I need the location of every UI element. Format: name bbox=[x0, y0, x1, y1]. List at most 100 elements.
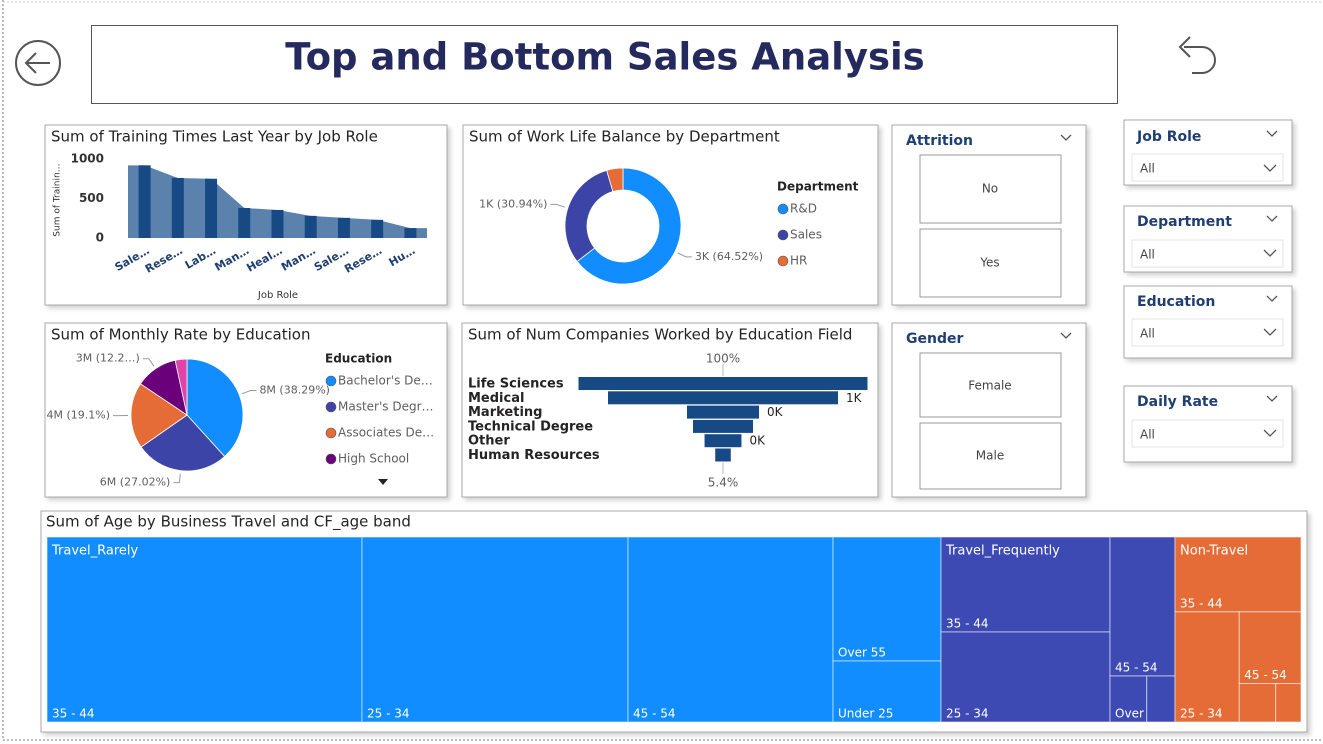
leader-line bbox=[550, 203, 566, 208]
slicer-item[interactable] bbox=[919, 154, 1062, 224]
slicer-item-label[interactable]: No bbox=[982, 182, 998, 196]
group-label: Travel_Rarely bbox=[51, 544, 139, 559]
dropdown[interactable] bbox=[1131, 419, 1284, 448]
slicer-item-label[interactable]: Female bbox=[968, 379, 1011, 393]
chevron[interactable] bbox=[1263, 164, 1277, 172]
cell-label: Under 25 bbox=[838, 707, 893, 721]
chevron[interactable] bbox=[1266, 215, 1278, 222]
cell-label: 45 - 54 bbox=[1244, 668, 1287, 682]
legend-marker bbox=[325, 401, 337, 413]
legend-title: Education bbox=[325, 352, 392, 366]
slice bbox=[174, 358, 188, 416]
legend-label: High School bbox=[338, 452, 409, 466]
bar bbox=[205, 178, 218, 238]
legend-label: Bachelor's De… bbox=[338, 374, 433, 388]
treemap-cell bbox=[1146, 675, 1176, 723]
dropdown-value[interactable]: All bbox=[1140, 428, 1155, 442]
bar bbox=[371, 219, 384, 238]
dropdown[interactable] bbox=[1131, 239, 1284, 268]
value-label: 1K (30.94%) bbox=[479, 197, 547, 210]
slicer-item[interactable] bbox=[919, 228, 1062, 298]
chevron[interactable] bbox=[1060, 134, 1072, 141]
legend-marker bbox=[777, 229, 789, 241]
slicer-item[interactable] bbox=[919, 352, 1062, 418]
legend-label: R&D bbox=[790, 202, 817, 216]
group-label: Non-Travel bbox=[1180, 544, 1248, 559]
chart-title: Sum of Num Companies Worked by Education… bbox=[468, 326, 852, 344]
leader-line bbox=[142, 358, 155, 367]
chart-title: Sum of Training Times Last Year by Job R… bbox=[51, 128, 378, 146]
leader-line bbox=[677, 252, 692, 258]
category-label: Marketing bbox=[468, 405, 542, 420]
dropdown[interactable] bbox=[1131, 318, 1284, 347]
category-label: Life Sciences bbox=[468, 377, 564, 392]
treemap-cell bbox=[1109, 536, 1176, 677]
y-tick-label: 1000 bbox=[71, 152, 104, 166]
legend-marker bbox=[325, 453, 337, 465]
treemap-cell bbox=[1109, 675, 1148, 723]
title-box bbox=[91, 25, 1118, 104]
value-label: 100% bbox=[706, 352, 740, 366]
chevron[interactable] bbox=[1263, 429, 1277, 437]
chart-title: Sum of Monthly Rate by Education bbox=[51, 326, 310, 344]
treemap-cell bbox=[1174, 536, 1302, 613]
value-label: 8M (38.29%) bbox=[259, 384, 330, 397]
chevron[interactable] bbox=[1263, 328, 1277, 336]
back-button[interactable] bbox=[15, 40, 61, 86]
leader-line bbox=[241, 390, 257, 395]
legend-more[interactable] bbox=[378, 479, 388, 485]
chevron[interactable] bbox=[1263, 249, 1277, 257]
dropdown-title: Education bbox=[1137, 294, 1215, 310]
cell-label: 25 - 34 bbox=[367, 707, 410, 721]
treemap-cell bbox=[832, 536, 942, 662]
value-label: 0K bbox=[749, 434, 766, 448]
treemap-cell bbox=[1238, 683, 1277, 723]
treemap-cell bbox=[361, 536, 629, 723]
dropdown-value[interactable]: All bbox=[1140, 162, 1155, 176]
funnel-bar bbox=[608, 391, 838, 405]
value-label: 1K bbox=[846, 391, 863, 405]
value-label: 6M (27.02%) bbox=[100, 476, 171, 489]
value-label: 0K bbox=[767, 405, 784, 419]
dropdown-value[interactable]: All bbox=[1140, 248, 1155, 262]
dropdown-title: Department bbox=[1137, 214, 1232, 230]
group-label: Travel_Frequently bbox=[945, 544, 1060, 559]
slice bbox=[130, 383, 188, 448]
category-label: Human Resources bbox=[468, 448, 600, 463]
legend-marker bbox=[777, 203, 789, 215]
slicer-item[interactable] bbox=[919, 422, 1062, 490]
cell-label: 25 - 34 bbox=[1180, 707, 1223, 721]
bar bbox=[138, 165, 151, 238]
leader-line bbox=[173, 473, 181, 484]
dropdown[interactable] bbox=[1131, 153, 1284, 182]
legend-marker bbox=[777, 255, 789, 267]
chevron[interactable] bbox=[1266, 295, 1278, 302]
panel bbox=[461, 322, 879, 498]
treemap-cell bbox=[46, 536, 363, 723]
chevron[interactable] bbox=[1266, 395, 1278, 402]
treemap-cell bbox=[1238, 611, 1302, 685]
x-axis-label: Job Role bbox=[257, 290, 298, 301]
category-label: Technical Degree bbox=[468, 419, 593, 434]
slicer-item-label[interactable]: Male bbox=[976, 449, 1004, 463]
bar bbox=[404, 228, 417, 238]
slicer-item-label[interactable]: Yes bbox=[979, 256, 999, 270]
cell-label: 35 - 44 bbox=[52, 707, 95, 721]
chevron[interactable] bbox=[1060, 332, 1072, 339]
legend-title: Department bbox=[777, 180, 859, 194]
chevron[interactable] bbox=[1266, 130, 1278, 137]
area bbox=[128, 165, 427, 238]
treemap-cell bbox=[1275, 683, 1302, 723]
cell-label: Over 55 bbox=[838, 646, 886, 660]
legend-label: HR bbox=[790, 254, 807, 268]
cell-label: 45 - 54 bbox=[633, 707, 676, 721]
dropdown-title: Job Role bbox=[1136, 129, 1201, 145]
treemap-cell bbox=[832, 660, 942, 723]
dropdown-value[interactable]: All bbox=[1140, 327, 1155, 341]
value-label: 3K (64.52%) bbox=[695, 250, 763, 263]
cell-label: 35 - 44 bbox=[946, 617, 989, 631]
value-label: 3M (12.2…) bbox=[76, 352, 140, 365]
slice bbox=[576, 167, 682, 285]
y-tick-label: 0 bbox=[96, 231, 104, 245]
undo-button[interactable] bbox=[1178, 36, 1216, 74]
